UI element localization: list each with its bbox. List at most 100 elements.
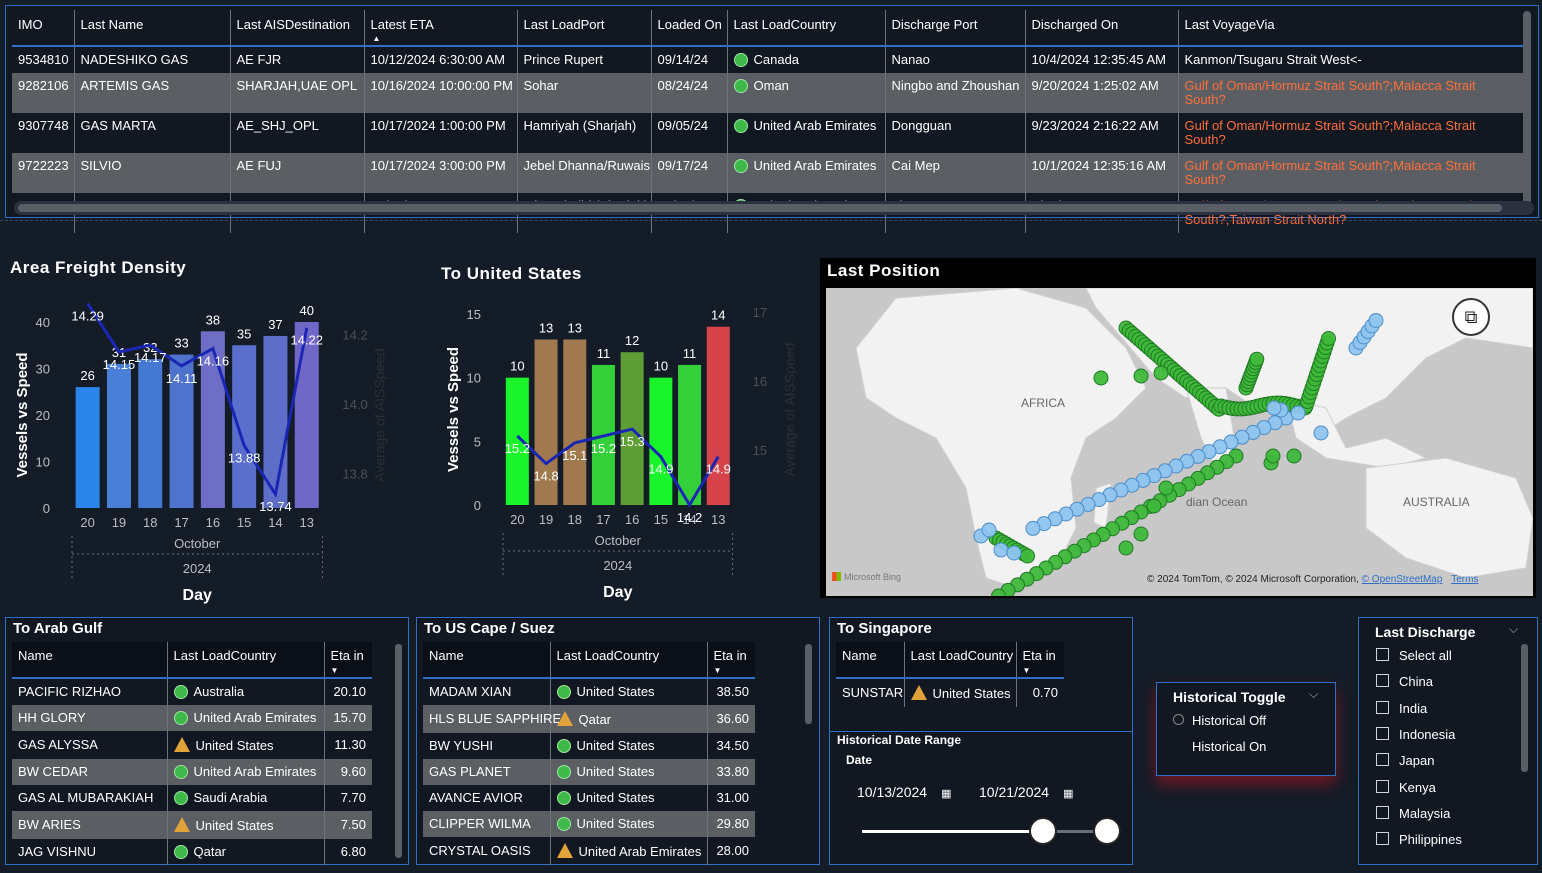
column-header[interactable]: Last AISDestination	[230, 10, 365, 47]
table-row[interactable]: AVANCE AVIOR United States 31.00	[423, 785, 755, 811]
vessel-position-marker[interactable]	[1290, 405, 1306, 421]
column-header[interactable]: Last LoadPort	[517, 10, 652, 47]
vessel-position-marker[interactable]	[1133, 526, 1149, 542]
vessel-position-marker[interactable]	[1093, 370, 1109, 386]
vessel-position-marker[interactable]	[1265, 448, 1281, 464]
bar[interactable]	[563, 339, 587, 505]
column-header[interactable]: Last LoadCountry	[727, 10, 886, 47]
checkbox-icon[interactable]	[1376, 700, 1389, 714]
vessel-position-marker[interactable]	[981, 522, 997, 538]
vessel-position-marker[interactable]	[1133, 368, 1149, 384]
table-row[interactable]: GAS AL MUBARAKIAH Saudi Arabia 7.70	[12, 785, 372, 811]
vertical-scrollbar[interactable]	[395, 644, 402, 858]
vessel-position-marker[interactable]	[1153, 365, 1169, 381]
checkbox-icon[interactable]	[1376, 779, 1389, 793]
area-freight-chart[interactable]: 0 10 20 30 40 13.8 14.0 14.2 Vessels vs Speed Ave…	[0, 280, 420, 610]
table-row[interactable]: CLIPPER WILMA United States 29.80	[423, 811, 755, 837]
bar[interactable]	[232, 345, 257, 508]
checkbox-icon[interactable]	[1376, 726, 1389, 740]
terms-link[interactable]: Terms	[1451, 574, 1479, 585]
calendar-icon[interactable]: ▦	[1063, 788, 1074, 800]
checkbox-icon[interactable]	[1376, 832, 1389, 846]
end-date-input[interactable]: 10/21/2024 ▦	[979, 784, 1073, 800]
column-header[interactable]: Name	[423, 642, 551, 679]
start-date-input[interactable]: 10/13/2024 ▦	[857, 784, 951, 800]
table-row[interactable]: 9282106 ARTEMIS GAS SHARJAH,UAE OPL 10/16/2…	[12, 73, 1524, 113]
slider-end-handle[interactable]	[1093, 817, 1121, 845]
vessel-position-marker[interactable]	[1313, 425, 1329, 441]
checkbox-icon[interactable]	[1376, 805, 1389, 819]
table-row[interactable]: 9534810 NADESHIKO GAS AE FJR 10/12/2024 6:3…	[12, 46, 1524, 73]
table-row[interactable]: BW CEDAR United Arab Emirates 9.60	[12, 759, 372, 785]
speed-line[interactable]	[516, 427, 720, 508]
osm-link[interactable]: © OpenStreetMap	[1361, 574, 1443, 585]
column-header[interactable]: Last LoadCountry	[550, 642, 708, 679]
vessel-position-marker[interactable]	[1020, 548, 1035, 564]
table-row[interactable]: 9722223 SILVIO AE FUJ 10/17/2024 3:00:00 PM…	[12, 153, 1524, 193]
calendar-icon[interactable]: ▦	[941, 788, 952, 800]
table-row[interactable]: BW YUSHI United States 34.50	[423, 733, 755, 759]
column-header[interactable]: Discharge Port	[885, 10, 1026, 47]
slicer-item[interactable]: Philippines	[1376, 832, 1462, 847]
column-header[interactable]: Discharged On	[1025, 10, 1179, 47]
bar[interactable]	[678, 364, 702, 505]
column-header[interactable]: Last LoadCountry	[167, 642, 325, 679]
slicer-item[interactable]: Select all	[1376, 648, 1452, 663]
slicer-item[interactable]: Indonesia	[1376, 726, 1455, 742]
focus-mode-icon[interactable]: ⧉	[1452, 298, 1490, 336]
table-row[interactable]: MADAM XIAN United States 38.50	[423, 678, 755, 705]
vertical-scrollbar[interactable]	[1521, 644, 1528, 772]
column-header-sorted[interactable]: Eta in ▼	[1016, 642, 1064, 679]
slicer-item[interactable]: Japan	[1376, 753, 1434, 768]
vertical-scrollbar[interactable]	[1523, 11, 1531, 206]
bar[interactable]	[706, 326, 730, 505]
date-range-slider[interactable]	[862, 817, 1121, 845]
checkbox-icon[interactable]	[1376, 648, 1389, 661]
column-header[interactable]: Last LoadCountry	[904, 642, 1017, 679]
vertical-scrollbar[interactable]	[805, 644, 812, 724]
table-row[interactable]: GAS PLANET United States 33.80	[423, 759, 755, 785]
vessel-position-marker[interactable]	[1368, 313, 1384, 328]
vessel-position-marker[interactable]	[991, 588, 1006, 596]
vessel-position-marker[interactable]	[1025, 520, 1041, 536]
column-header[interactable]: Last Name	[74, 10, 231, 47]
radio-historical-on[interactable]: Historical On	[1173, 739, 1266, 754]
map-canvas[interactable]: AFRICA AUSTRALIA dian Ocean ⧉ Microsoft …	[826, 288, 1533, 596]
bar[interactable]	[75, 387, 100, 508]
bar[interactable]	[169, 354, 194, 508]
vessel-position-marker[interactable]	[1146, 498, 1162, 514]
bar[interactable]	[294, 322, 319, 508]
column-header[interactable]: Name	[12, 642, 168, 679]
radio-historical-off[interactable]: Historical Off	[1173, 713, 1266, 728]
vessel-position-marker[interactable]	[1249, 351, 1265, 367]
table-row[interactable]: CRYSTAL OASIS United Arab Emirates 28.00	[423, 837, 755, 865]
table-row[interactable]: PACIFIC RIZHAO Australia 20.10	[12, 678, 372, 705]
vessel-position-marker[interactable]	[993, 542, 1009, 558]
slicer-item[interactable]: Kenya	[1376, 779, 1436, 795]
table-row[interactable]: HH GLORY United Arab Emirates 15.70	[12, 705, 372, 731]
vessel-position-marker[interactable]	[1321, 331, 1336, 346]
bar[interactable]	[106, 363, 131, 508]
bar[interactable]	[505, 377, 529, 505]
speed-line[interactable]	[86, 302, 309, 499]
column-header-sorted[interactable]: Eta in ▼	[324, 642, 372, 679]
table-row[interactable]: HLS BLUE SAPPHIRE Qatar 36.60	[423, 705, 755, 733]
column-header[interactable]: Loaded On	[651, 10, 728, 47]
slicer-item[interactable]: Malaysia	[1376, 805, 1450, 821]
column-header-sorted[interactable]: Eta in ▼	[707, 642, 755, 679]
table-row[interactable]: GAS ALYSSA United States 11.30	[12, 731, 372, 759]
vessel-position-marker[interactable]	[1158, 480, 1174, 496]
slicer-item[interactable]: China	[1376, 674, 1433, 689]
united-states-chart[interactable]: 0 5 10 15 15 16 17 Vessels vs Speed Average of A…	[430, 280, 820, 610]
chevron-down-icon[interactable]: ⌵	[1309, 687, 1319, 701]
column-header[interactable]: IMO	[12, 10, 75, 47]
slider-start-handle[interactable]	[1029, 817, 1058, 845]
checkbox-icon[interactable]	[1376, 753, 1389, 767]
column-header[interactable]: Last VoyageVia	[1178, 10, 1524, 47]
vessel-position-marker[interactable]	[1118, 540, 1134, 556]
table-row[interactable]: 9307748 GAS MARTA AE_SHJ_OPL 10/17/2024 1:0…	[12, 113, 1524, 153]
bar[interactable]	[200, 331, 225, 508]
chevron-down-icon[interactable]: ⌵	[1509, 622, 1519, 636]
horizontal-scrollbar[interactable]	[18, 204, 1502, 212]
bar[interactable]	[138, 359, 163, 508]
